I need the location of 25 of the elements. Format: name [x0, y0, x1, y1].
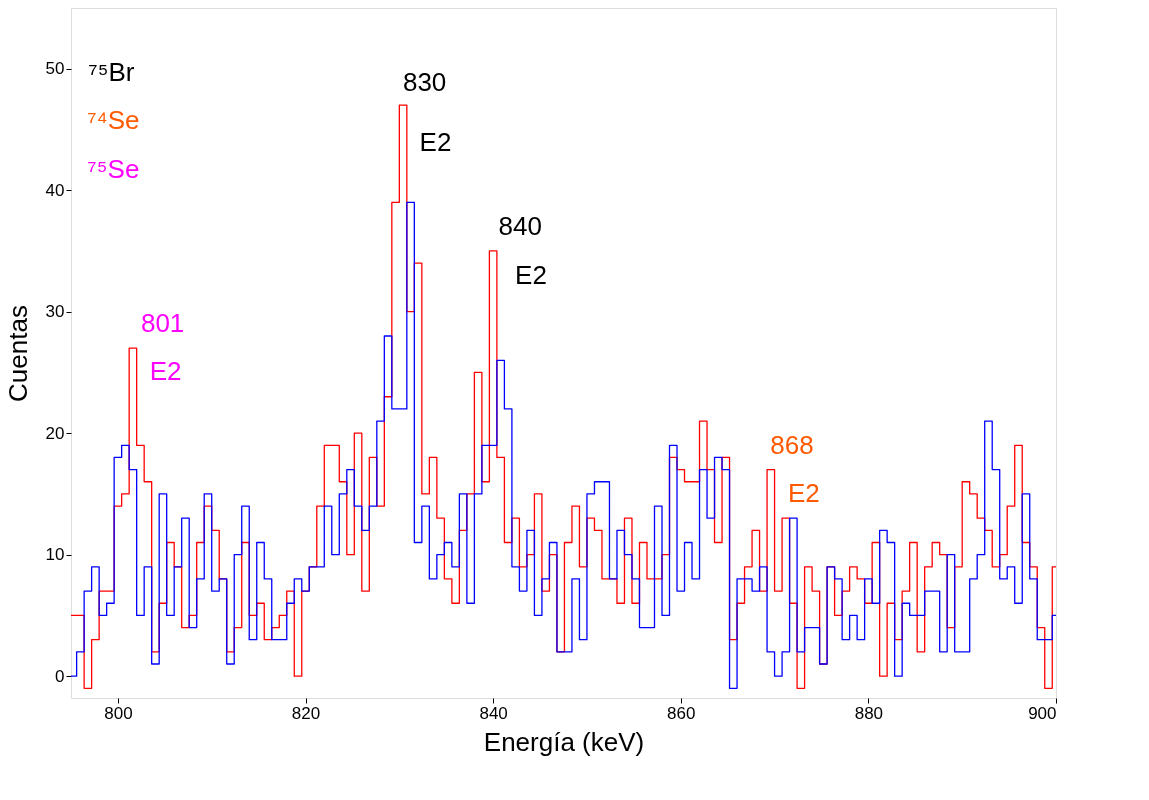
x-tick-label: 840 [479, 703, 508, 723]
y-tick-label: 10 [45, 545, 65, 565]
annotation: ⁷⁴Se [87, 105, 140, 136]
annotation: 868 [770, 430, 814, 461]
y-axis-title: Cuentas [2, 305, 33, 402]
x-tick-label: 900 [1028, 703, 1057, 723]
annotation: E2 [787, 478, 820, 509]
y-tick-label: 0 [55, 666, 65, 686]
annotation: E2 [515, 259, 547, 290]
annotation: 830 [402, 66, 447, 97]
y-tick-label: 20 [45, 423, 65, 443]
y-tick-label: 30 [45, 302, 65, 322]
annotation: E2 [149, 356, 182, 387]
x-tick-label: 860 [667, 703, 696, 723]
y-tick-label: 40 [45, 180, 65, 200]
x-axis-title: Energía (keV) [483, 726, 645, 757]
x-tick-label: 880 [854, 703, 884, 723]
y-tick-label: 50 [45, 59, 65, 79]
annotation: 840 [498, 210, 542, 241]
x-tick-label: 800 [104, 703, 133, 723]
annotation: ⁷⁵Br [88, 56, 135, 87]
annotation: E2 [419, 126, 452, 157]
annotation: 801 [140, 308, 185, 339]
x-tick-label: 820 [291, 703, 321, 723]
annotation: ⁷⁵Se [87, 154, 140, 185]
